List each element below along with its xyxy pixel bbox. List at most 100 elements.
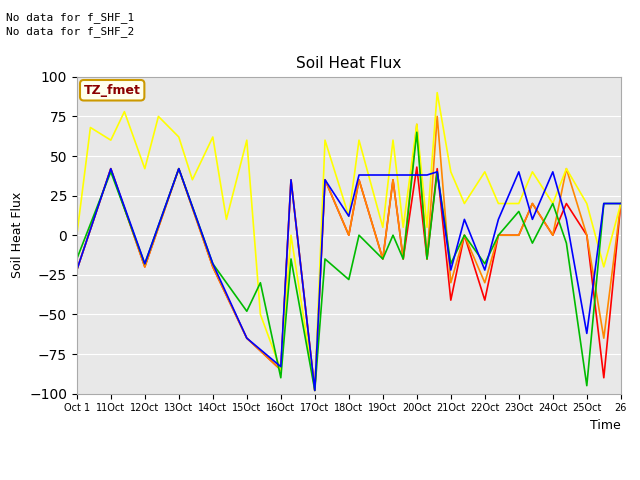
SHF1 bbox=[549, 232, 557, 238]
SHF5 bbox=[600, 201, 607, 206]
SHF4 bbox=[355, 232, 363, 238]
SHF1 bbox=[73, 267, 81, 273]
SHF5 bbox=[345, 213, 353, 219]
SHF5 bbox=[433, 169, 441, 175]
SHF1 bbox=[583, 232, 591, 238]
SHF5 bbox=[209, 261, 216, 266]
SHF2 bbox=[321, 177, 329, 182]
SHF4 bbox=[287, 256, 295, 262]
SHF2 bbox=[73, 267, 81, 273]
SHF1 bbox=[321, 177, 329, 182]
SHF5 bbox=[321, 177, 329, 182]
SHF5 bbox=[389, 172, 397, 178]
SHF3 bbox=[549, 201, 557, 206]
SHF3 bbox=[86, 125, 94, 131]
Line: SHF5: SHF5 bbox=[77, 168, 621, 390]
SHF4 bbox=[389, 232, 397, 238]
SHF3 bbox=[583, 201, 591, 206]
SHF5 bbox=[379, 172, 387, 178]
SHF1 bbox=[447, 297, 454, 303]
SHF3 bbox=[515, 201, 523, 206]
SHF4 bbox=[277, 375, 285, 381]
SHF5 bbox=[529, 216, 536, 222]
SHF4 bbox=[617, 201, 625, 206]
SHF3 bbox=[223, 216, 230, 222]
SHF3 bbox=[447, 169, 454, 175]
SHF2 bbox=[617, 201, 625, 206]
SHF2 bbox=[447, 280, 454, 286]
X-axis label: Time: Time bbox=[590, 419, 621, 432]
SHF2 bbox=[209, 264, 216, 270]
SHF3 bbox=[379, 225, 387, 230]
SHF2 bbox=[141, 264, 148, 270]
SHF2 bbox=[355, 177, 363, 182]
Line: SHF4: SHF4 bbox=[77, 132, 621, 390]
SHF3 bbox=[355, 137, 363, 143]
SHF2 bbox=[549, 232, 557, 238]
SHF1 bbox=[209, 264, 216, 270]
SHF5 bbox=[73, 267, 81, 273]
SHF2 bbox=[583, 232, 591, 238]
SHF5 bbox=[515, 169, 523, 175]
SHF2 bbox=[345, 232, 353, 238]
SHF2 bbox=[311, 387, 319, 393]
Text: No data for f_SHF_1: No data for f_SHF_1 bbox=[6, 12, 134, 23]
SHF2 bbox=[529, 201, 536, 206]
SHF5 bbox=[447, 267, 454, 273]
SHF1 bbox=[345, 232, 353, 238]
SHF1 bbox=[175, 166, 182, 171]
SHF2 bbox=[423, 256, 431, 262]
SHF4 bbox=[321, 256, 329, 262]
SHF4 bbox=[379, 256, 387, 262]
SHF4 bbox=[529, 240, 536, 246]
SHF1 bbox=[600, 375, 607, 381]
SHF5 bbox=[461, 216, 468, 222]
SHF2 bbox=[433, 113, 441, 119]
SHF1 bbox=[379, 256, 387, 262]
SHF2 bbox=[389, 177, 397, 182]
SHF2 bbox=[413, 121, 420, 127]
SHF5 bbox=[583, 331, 591, 336]
SHF1 bbox=[423, 256, 431, 262]
SHF5 bbox=[107, 166, 115, 171]
SHF5 bbox=[413, 172, 420, 178]
SHF4 bbox=[515, 208, 523, 214]
SHF4 bbox=[141, 261, 148, 266]
Text: No data for f_SHF_2: No data for f_SHF_2 bbox=[6, 26, 134, 37]
SHF2 bbox=[600, 335, 607, 341]
SHF1 bbox=[563, 201, 570, 206]
SHF3 bbox=[73, 232, 81, 238]
SHF3 bbox=[617, 201, 625, 206]
Line: SHF1: SHF1 bbox=[77, 167, 621, 390]
SHF4 bbox=[107, 169, 115, 175]
SHF3 bbox=[389, 137, 397, 143]
SHF1 bbox=[413, 164, 420, 170]
SHF4 bbox=[549, 201, 557, 206]
SHF2 bbox=[379, 256, 387, 262]
SHF5 bbox=[287, 177, 295, 182]
SHF1 bbox=[243, 335, 251, 341]
SHF5 bbox=[495, 216, 502, 222]
SHF3 bbox=[311, 387, 319, 393]
SHF2 bbox=[175, 166, 182, 171]
SHF4 bbox=[413, 130, 420, 135]
SHF3 bbox=[345, 213, 353, 219]
SHF5 bbox=[399, 172, 407, 178]
SHF1 bbox=[481, 297, 489, 303]
SHF4 bbox=[461, 232, 468, 238]
SHF2 bbox=[515, 232, 523, 238]
Title: Soil Heat Flux: Soil Heat Flux bbox=[296, 57, 401, 72]
SHF4 bbox=[257, 280, 264, 286]
SHF3 bbox=[257, 312, 264, 317]
SHF5 bbox=[617, 201, 625, 206]
SHF1 bbox=[141, 264, 148, 270]
SHF4 bbox=[447, 261, 454, 266]
SHF3 bbox=[154, 113, 162, 119]
SHF2 bbox=[563, 166, 570, 171]
SHF3 bbox=[481, 169, 489, 175]
SHF2 bbox=[461, 232, 468, 238]
SHF1 bbox=[617, 201, 625, 206]
SHF4 bbox=[481, 261, 489, 266]
SHF4 bbox=[399, 256, 407, 262]
SHF1 bbox=[107, 166, 115, 171]
